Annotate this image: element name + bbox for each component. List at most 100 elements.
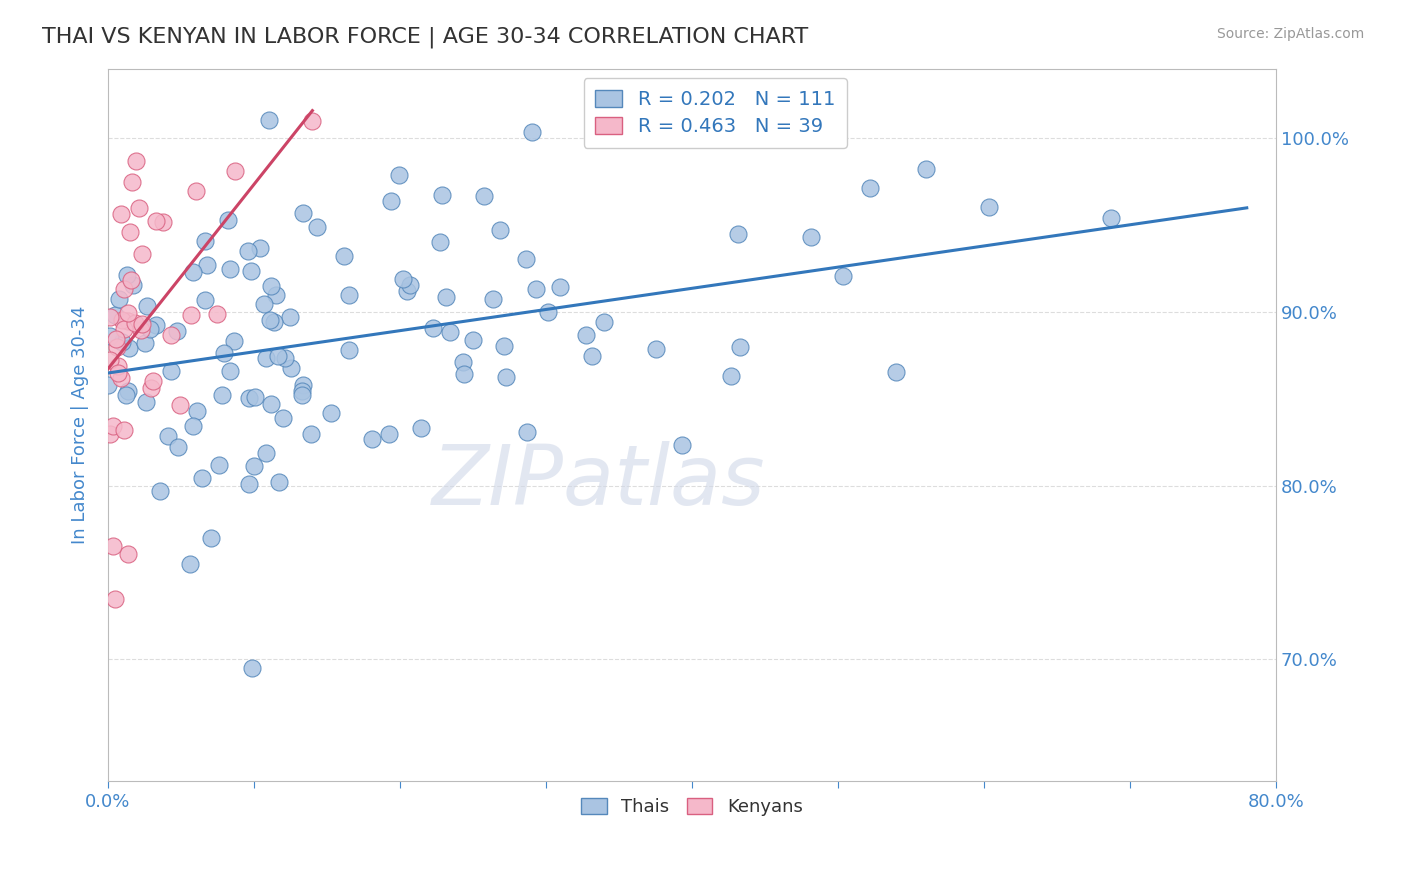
Point [439, 326, 461, 340]
Point [179, 557, 201, 571]
Point [671, 438, 693, 452]
Point [107, 359, 129, 373]
Point [240, 661, 263, 675]
Point [157, 429, 180, 443]
Point [135, 394, 157, 409]
Point [181, 265, 204, 279]
Point [117, 384, 139, 398]
Point [524, 282, 547, 296]
Point [142, 374, 165, 388]
Point [108, 292, 131, 306]
Point [112, 282, 135, 296]
Point [422, 321, 444, 335]
Point [98, 329, 121, 343]
Point [124, 316, 146, 330]
Point [105, 340, 128, 354]
Point [129, 323, 152, 337]
Point [409, 421, 432, 435]
Point [581, 349, 603, 363]
Point [159, 327, 181, 342]
Point [515, 252, 537, 266]
Point [832, 269, 855, 284]
Point [169, 398, 191, 412]
Point [186, 404, 208, 418]
Point [194, 293, 217, 307]
Point [222, 334, 245, 349]
Point [212, 346, 235, 360]
Point [299, 427, 322, 442]
Point [263, 315, 285, 329]
Point [392, 271, 415, 285]
Point [278, 310, 301, 325]
Point [243, 459, 266, 474]
Point [259, 313, 281, 327]
Point [361, 432, 384, 446]
Point [217, 212, 239, 227]
Point [333, 249, 356, 263]
Point [101, 418, 124, 433]
Point [481, 293, 503, 307]
Point [112, 322, 135, 336]
Point [166, 324, 188, 338]
Point [291, 388, 314, 402]
Point [117, 306, 139, 320]
Text: THAI VS KENYAN IN LABOR FORCE | AGE 30-34 CORRELATION CHART: THAI VS KENYAN IN LABOR FORCE | AGE 30-3… [42, 27, 808, 48]
Point [125, 154, 148, 169]
Point [461, 333, 484, 347]
Point [240, 264, 263, 278]
Point [152, 215, 174, 229]
Point [398, 277, 420, 292]
Point [128, 201, 150, 215]
Point [280, 361, 302, 376]
Point [256, 351, 278, 365]
Point [550, 280, 572, 294]
Point [98, 310, 121, 325]
Point [224, 163, 246, 178]
Point [537, 305, 560, 319]
Point [472, 189, 495, 203]
Point [160, 364, 183, 378]
Point [110, 207, 132, 221]
Point [195, 259, 218, 273]
Point [305, 219, 328, 234]
Text: ZIPatlas: ZIPatlas [432, 442, 765, 522]
Point [117, 547, 139, 561]
Point [592, 315, 614, 329]
Point [243, 390, 266, 404]
Point [118, 341, 141, 355]
Point [98, 352, 121, 367]
Point [727, 227, 749, 241]
Point [492, 338, 515, 352]
Point [118, 225, 141, 239]
Point [495, 370, 517, 384]
Point [139, 381, 162, 395]
Point [378, 427, 401, 442]
Point [121, 175, 143, 189]
Point [453, 367, 475, 381]
Point [249, 241, 271, 255]
Point [274, 351, 297, 365]
Point [184, 184, 207, 198]
Point [301, 113, 323, 128]
Text: Source: ZipAtlas.com: Source: ZipAtlas.com [1216, 27, 1364, 41]
Point [260, 397, 283, 411]
Legend: Thais, Kenyans: Thais, Kenyans [572, 789, 811, 825]
Point [395, 285, 418, 299]
Point [110, 371, 132, 385]
Point [259, 112, 281, 127]
Point [218, 364, 240, 378]
Point [720, 369, 742, 384]
Point [120, 272, 142, 286]
Point [131, 317, 153, 331]
Point [429, 235, 451, 250]
Point [104, 591, 127, 606]
Point [728, 340, 751, 354]
Point [337, 343, 360, 357]
Point [191, 471, 214, 485]
Point [117, 314, 139, 328]
Point [207, 307, 229, 321]
Point [271, 411, 294, 425]
Point [111, 335, 134, 350]
Point [520, 125, 543, 139]
Point [131, 247, 153, 261]
